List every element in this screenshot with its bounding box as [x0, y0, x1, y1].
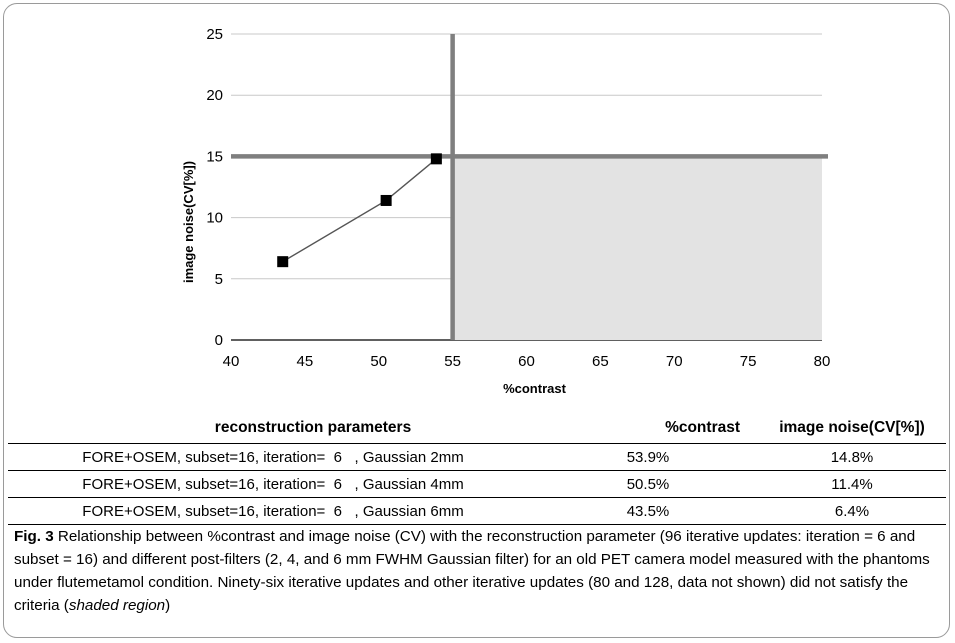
threshold-layer: [231, 34, 828, 340]
y-tick-label: 10: [206, 210, 223, 227]
table-row: FORE+OSEM, subset=16, iteration= 6 , Gau…: [8, 471, 946, 498]
caption-end: ): [165, 597, 171, 614]
table-row: FORE+OSEM, subset=16, iteration= 6 , Gau…: [8, 498, 946, 525]
x-tick-label: 65: [592, 353, 609, 370]
header-contrast: %contrast: [665, 419, 740, 436]
cell-parameters: FORE+OSEM, subset=16, iteration= 6 , Gau…: [82, 475, 464, 493]
figure-caption: Fig. 3 Relationship between %contrast an…: [14, 525, 940, 617]
y-tick-label: 5: [215, 271, 223, 288]
data-point: [277, 256, 289, 268]
chart: 0 5 10 15 20 25 40 45 50 55 60 65 70 75 80 %contrast i…: [181, 26, 830, 396]
data-point: [430, 153, 442, 165]
table-header: reconstruction parameters %contrast imag…: [8, 413, 946, 444]
shade-layer: [452, 156, 822, 340]
cell-parameters: FORE+OSEM, subset=16, iteration= 6 , Gau…: [82, 502, 464, 520]
x-tick-label: 75: [740, 353, 757, 370]
header-reconstruction-parameters: reconstruction parameters: [214, 419, 412, 436]
header-image-noise: image noise(CV[%]): [779, 419, 925, 436]
cell-noise: 11.4%: [831, 475, 873, 493]
y-axis-title: image noise(CV[%]): [181, 161, 196, 283]
series-layer: [277, 153, 442, 268]
cell-parameters: FORE+OSEM, subset=16, iteration= 6 , Gau…: [82, 448, 464, 466]
caption-emphasis: shaded region: [68, 597, 166, 614]
caption-label: Fig. 3: [14, 528, 54, 545]
x-tick-label: 80: [814, 353, 831, 370]
figure-frame: [3, 3, 950, 638]
y-tick-label: 15: [206, 148, 223, 165]
parameters-table: reconstruction parameters %contrast imag…: [8, 413, 946, 525]
shaded-region: [452, 156, 822, 340]
x-tick-label: 60: [518, 353, 535, 370]
x-tick-label: 55: [444, 353, 461, 370]
x-tick-label: 45: [297, 353, 314, 370]
table-row: FORE+OSEM, subset=16, iteration= 6 , Gau…: [8, 444, 946, 471]
cell-noise: 14.8%: [830, 448, 874, 466]
data-point: [380, 194, 392, 206]
cell-noise: 6.4%: [834, 502, 870, 520]
x-tick-label: 50: [370, 353, 387, 370]
cell-contrast: 43.5%: [626, 502, 670, 520]
y-tick-label: 25: [206, 26, 223, 43]
cell-contrast: 50.5%: [626, 475, 670, 493]
x-tick-label: 40: [223, 353, 240, 370]
x-axis-title: %contrast: [503, 381, 567, 396]
tick-layer: 0 5 10 15 20 25 40 45 50 55 60 65 70 75 80: [206, 26, 830, 370]
caption-text: Relationship between %contrast and image…: [14, 528, 930, 614]
cell-contrast: 53.9%: [626, 448, 670, 466]
y-tick-label: 20: [206, 87, 223, 104]
x-tick-label: 70: [666, 353, 683, 370]
series-line: [282, 158, 437, 263]
y-tick-label: 0: [215, 332, 223, 349]
